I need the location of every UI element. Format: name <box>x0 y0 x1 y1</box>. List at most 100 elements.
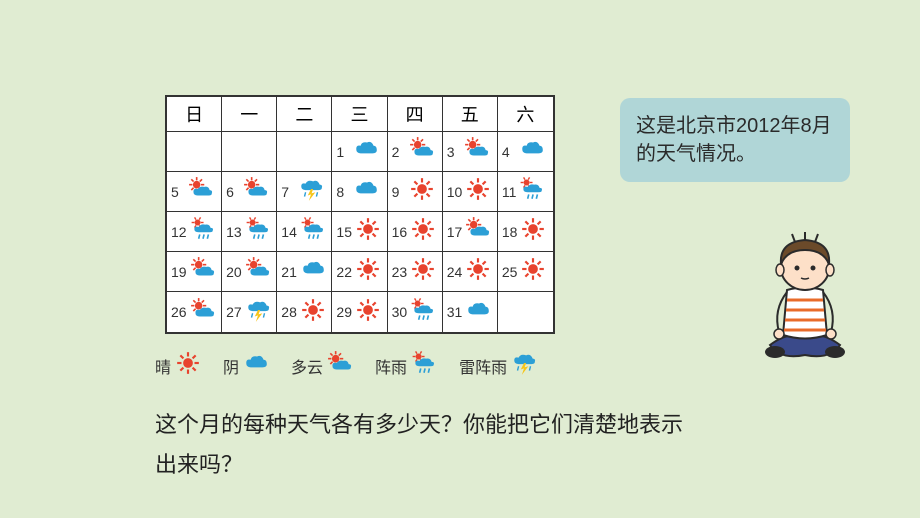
partly-icon <box>465 216 491 247</box>
day-number: 28 <box>281 304 297 320</box>
calendar-weekday: 四 <box>388 97 443 131</box>
sunny-icon <box>520 216 546 247</box>
calendar-cell: 18 <box>498 212 553 252</box>
calendar-cell: 14 <box>277 212 332 252</box>
calendar-weekday: 日 <box>167 97 222 131</box>
legend-item-partly: 多云 <box>291 350 353 381</box>
day-number: 14 <box>281 224 297 240</box>
partly-icon <box>188 176 214 207</box>
calendar-cell: 28 <box>277 292 332 332</box>
thunder-icon <box>245 297 271 328</box>
shower-icon <box>190 216 216 247</box>
calendar-cell: 11 <box>498 172 553 212</box>
day-number: 26 <box>171 304 187 320</box>
shower-icon <box>245 216 271 247</box>
day-number: 18 <box>502 224 518 240</box>
day-number: 8 <box>336 184 350 200</box>
day-number: 2 <box>392 144 406 160</box>
partly-icon <box>190 297 216 328</box>
partly-icon <box>190 256 216 287</box>
calendar-cell: 27 <box>222 292 277 332</box>
thunder-icon <box>298 176 324 207</box>
calendar-cell: 31 <box>443 292 498 332</box>
day-number: 27 <box>226 304 242 320</box>
calendar-cell: 19 <box>167 252 222 292</box>
day-number: 21 <box>281 264 297 280</box>
calendar-weekday: 一 <box>222 97 277 131</box>
day-number: 20 <box>226 264 242 280</box>
calendar-cell: 17 <box>443 212 498 252</box>
day-number: 25 <box>502 264 518 280</box>
sunny-icon <box>520 256 546 287</box>
calendar-cell: 23 <box>388 252 443 292</box>
day-number: 4 <box>502 144 516 160</box>
sunny-icon <box>410 256 436 287</box>
calendar-cell: 5 <box>167 172 222 212</box>
legend-label: 阴 <box>223 354 239 378</box>
calendar-cell: 6 <box>222 172 277 212</box>
sunny-icon <box>355 256 381 287</box>
partly-icon <box>464 136 490 167</box>
calendar-cell: 8 <box>332 172 387 212</box>
calendar-cell: 4 <box>498 132 553 172</box>
day-number: 9 <box>392 184 406 200</box>
day-number: 11 <box>502 184 517 200</box>
day-number: 31 <box>447 304 463 320</box>
legend-label: 多云 <box>291 354 323 378</box>
sunny-icon <box>465 256 491 287</box>
cloudy-icon <box>353 136 379 167</box>
calendar-cell <box>222 132 277 172</box>
calendar-cell: 29 <box>332 292 387 332</box>
question-text: 这个月的每种天气各有多少天？你能把它们清楚地表示 出来吗？ <box>155 405 755 484</box>
calendar-weekday: 五 <box>443 97 498 131</box>
cloudy-icon <box>300 256 326 287</box>
calendar-cell: 15 <box>332 212 387 252</box>
calendar-cell: 30 <box>388 292 443 332</box>
day-number: 24 <box>447 264 463 280</box>
day-number: 12 <box>171 224 187 240</box>
partly-icon <box>409 136 435 167</box>
calendar-cell: 25 <box>498 252 553 292</box>
shower-icon <box>410 297 436 328</box>
calendar-header-row: 日一二三四五六 <box>167 97 553 132</box>
calendar-cell: 7 <box>277 172 332 212</box>
day-number: 29 <box>336 304 352 320</box>
calendar-cell: 21 <box>277 252 332 292</box>
calendar-cell <box>167 132 222 172</box>
sunny-icon <box>175 350 201 381</box>
legend-label: 雷阵雨 <box>459 354 507 378</box>
question-line2: 出来吗？ <box>155 452 243 477</box>
calendar-cell: 26 <box>167 292 222 332</box>
calendar-cell: 20 <box>222 252 277 292</box>
legend-item-shower: 阵雨 <box>375 350 437 381</box>
sunny-icon <box>465 176 491 207</box>
day-number: 3 <box>447 144 461 160</box>
calendar-weekday: 三 <box>332 97 387 131</box>
weather-legend: 晴 阴 多云 阵雨雷阵雨 <box>155 350 537 381</box>
sunny-icon <box>355 297 381 328</box>
calendar-weekday: 六 <box>498 97 553 131</box>
boy-character <box>745 230 865 370</box>
calendar-cell: 12 <box>167 212 222 252</box>
day-number: 7 <box>281 184 295 200</box>
day-number: 30 <box>392 304 408 320</box>
calendar-cell: 22 <box>332 252 387 292</box>
partly-icon <box>245 256 271 287</box>
sunny-icon <box>410 216 436 247</box>
sunny-icon <box>409 176 435 207</box>
day-number: 22 <box>336 264 352 280</box>
legend-item-thunder: 雷阵雨 <box>459 350 537 381</box>
calendar-cell: 2 <box>388 132 443 172</box>
partly-icon <box>327 350 353 381</box>
calendar-cell: 10 <box>443 172 498 212</box>
speech-bubble: 这是北京市2012年8月的天气情况。 <box>620 98 850 182</box>
day-number: 15 <box>336 224 352 240</box>
legend-label: 晴 <box>155 354 171 378</box>
shower-icon <box>300 216 326 247</box>
day-number: 19 <box>171 264 187 280</box>
cloudy-icon <box>465 297 491 328</box>
calendar-body: 1234567891011121314151617181920212223242… <box>167 132 553 332</box>
day-number: 23 <box>392 264 408 280</box>
partly-icon <box>243 176 269 207</box>
day-number: 17 <box>447 224 463 240</box>
